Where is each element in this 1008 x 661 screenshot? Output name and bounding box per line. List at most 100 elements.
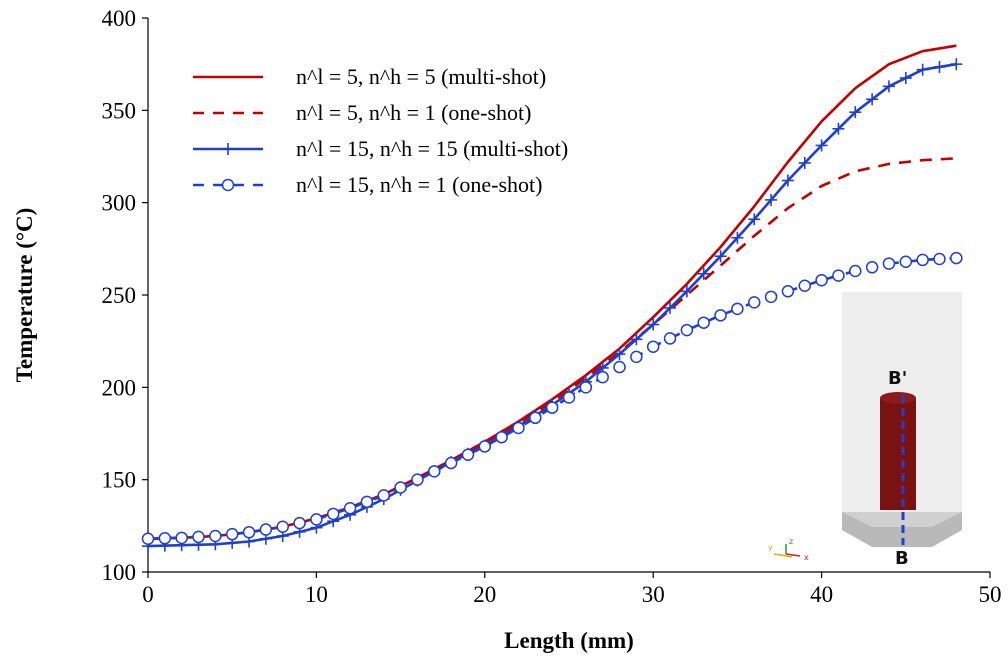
x-tick-label: 0 <box>142 582 154 607</box>
series-marker <box>781 285 795 298</box>
series-line <box>147 44 957 541</box>
legend-label: n^l = 15, n^h = 1 (one-shot) <box>296 172 543 197</box>
series-1 <box>147 44 957 541</box>
series-4 <box>141 251 963 546</box>
series-marker <box>478 440 492 453</box>
series-marker <box>697 267 710 280</box>
series-marker <box>664 301 677 314</box>
series-marker <box>748 213 761 226</box>
series-marker <box>882 80 895 93</box>
legend-entry: n^l = 15, n^h = 15 (multi-shot) <box>193 136 568 161</box>
series-marker <box>815 273 828 287</box>
triad-label-x: x <box>804 553 809 562</box>
series-marker <box>175 531 188 545</box>
series-marker <box>714 309 727 322</box>
series-marker <box>209 529 222 543</box>
triad-label-z: z <box>789 537 793 546</box>
series-marker <box>613 360 626 374</box>
series-marker <box>832 269 845 282</box>
legend-marker <box>222 143 234 155</box>
series-marker <box>192 530 205 544</box>
x-axis-title: Length (mm) <box>504 628 634 653</box>
series-marker <box>815 139 828 152</box>
series-marker <box>613 348 626 361</box>
series-marker <box>731 302 744 316</box>
series-marker <box>276 520 289 534</box>
series-marker <box>798 156 811 169</box>
series-marker <box>849 106 862 119</box>
y-tick-label: 150 <box>102 468 137 493</box>
series-2 <box>147 157 957 541</box>
series-marker <box>933 252 946 266</box>
series-marker <box>916 253 929 267</box>
x-tick-label: 10 <box>305 582 328 607</box>
legend-entry: n^l = 5, n^h = 5 (multi-shot) <box>193 64 546 89</box>
series-marker <box>326 507 340 521</box>
series-marker <box>310 513 323 526</box>
legend: n^l = 5, n^h = 5 (multi-shot) n^l = 5, n^… <box>193 64 568 197</box>
series-marker <box>798 279 812 293</box>
series-marker <box>630 350 643 364</box>
x-tick-label: 40 <box>810 582 833 607</box>
legend-entry: n^l = 5, n^h = 1 (one-shot) <box>193 100 532 125</box>
series-marker <box>293 516 306 530</box>
series-marker <box>495 430 508 444</box>
series-marker <box>916 63 929 76</box>
series-marker <box>512 421 525 435</box>
y-tick-label: 350 <box>102 98 137 123</box>
axis-triad-icon: y z x <box>768 537 809 562</box>
series-marker <box>646 340 660 353</box>
series-marker <box>899 255 913 269</box>
series-marker <box>411 473 424 486</box>
series-marker <box>394 481 407 494</box>
series-marker <box>360 495 374 509</box>
series-marker <box>882 257 896 270</box>
series-marker <box>899 72 912 85</box>
series-marker <box>596 370 609 384</box>
x-tick-label: 20 <box>473 582 496 607</box>
series-marker <box>647 318 660 331</box>
series-marker <box>562 391 576 404</box>
legend-marker <box>221 178 235 192</box>
inset-label-b: B <box>895 548 909 569</box>
series-marker <box>832 122 845 135</box>
series-3 <box>142 58 963 553</box>
y-tick-label: 400 <box>102 6 137 31</box>
triad-label-y: y <box>768 543 773 552</box>
series-marker <box>697 316 710 329</box>
series-marker <box>950 58 963 71</box>
series-marker <box>865 261 879 274</box>
series-marker <box>849 264 862 278</box>
series-marker <box>866 93 879 106</box>
series-marker <box>950 251 963 265</box>
x-tick-label: 30 <box>642 582 665 607</box>
series-marker <box>377 489 391 502</box>
inset-cylinder <box>880 398 916 510</box>
series-marker <box>259 523 273 536</box>
x-tick-label: 50 <box>979 582 1002 607</box>
series-marker <box>764 290 778 304</box>
legend-entry: n^l = 15, n^h = 1 (one-shot) <box>193 172 543 197</box>
legend-label: n^l = 5, n^h = 5 (multi-shot) <box>296 64 546 89</box>
series-marker <box>680 323 694 337</box>
y-tick-label: 300 <box>102 191 137 216</box>
series-marker <box>663 332 677 345</box>
series-marker <box>765 193 778 206</box>
series-marker <box>933 60 946 73</box>
series-marker <box>731 231 744 244</box>
y-tick-label: 200 <box>102 375 137 400</box>
series-marker <box>343 502 357 515</box>
series-marker <box>461 448 475 461</box>
series-marker <box>714 250 727 263</box>
legend-label: n^l = 15, n^h = 15 (multi-shot) <box>296 136 568 161</box>
series-marker <box>242 526 256 539</box>
series-marker <box>141 532 155 546</box>
y-tick-label: 100 <box>102 560 137 585</box>
series-marker <box>747 296 761 309</box>
series-marker <box>428 465 441 478</box>
series-marker <box>680 285 693 298</box>
series-marker <box>444 456 458 470</box>
series-layer <box>141 44 963 553</box>
legend-label: n^l = 5, n^h = 1 (one-shot) <box>296 100 532 125</box>
axis-ticks: 0 10 20 30 40 50 100 150 200 250 300 350 400 <box>102 6 1002 607</box>
